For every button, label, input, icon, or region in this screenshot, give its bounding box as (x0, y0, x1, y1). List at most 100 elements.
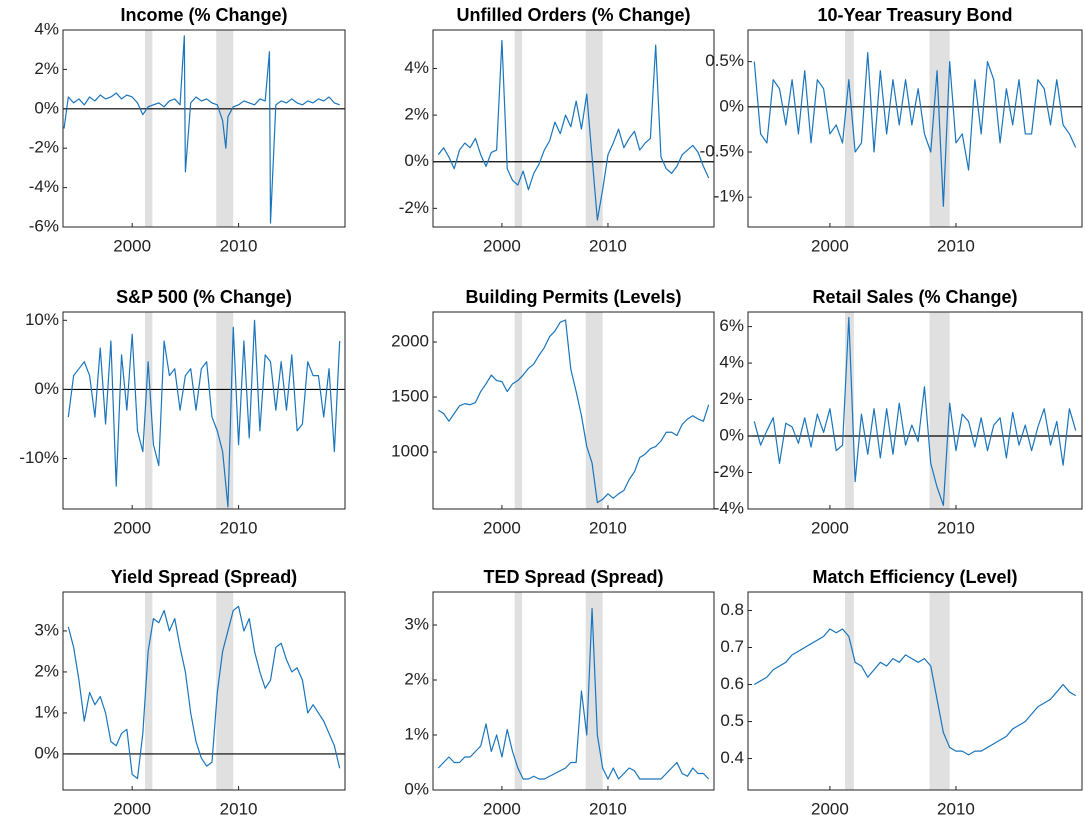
recession-band (585, 312, 603, 509)
recession-band (514, 312, 523, 509)
chart-title: 10-Year Treasury Bond (817, 5, 1012, 25)
x-tick-label: 2010 (589, 236, 627, 255)
series-line (437, 319, 710, 504)
panel: -4% -2% 0% 2% 4% 6% 2000 2010 Retail Sales (% Ch… (714, 287, 1083, 537)
x-tick-label: 2000 (113, 518, 151, 537)
y-tick-label: 0.5 (720, 711, 744, 730)
x-tick-label: 2010 (589, 799, 627, 818)
x-tick-label: 2000 (811, 236, 849, 255)
panel: 0% 1% 2% 3% 2000 2010 Yield Spread (Spread) (34, 567, 346, 818)
y-tick-label: -6% (29, 216, 59, 235)
recession-band (144, 592, 153, 790)
axes-box (62, 29, 346, 228)
axes-box (747, 311, 1083, 510)
x-tick-label: 2000 (113, 799, 151, 818)
y-tick-label: 1% (404, 724, 429, 743)
recession-band (929, 592, 950, 790)
chart-title: Match Efficiency (Level) (812, 567, 1017, 587)
y-tick-label: -2% (29, 138, 59, 157)
y-tick-label: 0.6 (720, 674, 744, 693)
x-tick-label: 2000 (811, 518, 849, 537)
y-tick-label: 4% (34, 19, 59, 38)
plot-area (63, 312, 345, 509)
plot-area (748, 312, 1082, 509)
y-tick-label: 0.7 (720, 637, 744, 656)
y-tick-label: 2% (404, 669, 429, 688)
y-tick-label: 0% (34, 379, 59, 398)
x-tick-label: 2000 (483, 799, 521, 818)
recession-band (514, 592, 523, 790)
axes-box (747, 591, 1083, 791)
y-tick-label: 2% (34, 59, 59, 78)
axes-box (62, 311, 346, 510)
series-line (67, 605, 341, 780)
y-tick-label: 2% (34, 661, 59, 680)
series-line (63, 35, 340, 224)
y-tick-label: -2% (714, 462, 744, 481)
y-tick-label: 2% (719, 389, 744, 408)
plot-area (433, 312, 714, 509)
recession-band (144, 312, 153, 509)
y-tick-label: -1% (714, 187, 744, 206)
y-tick-label: 0% (719, 426, 744, 445)
recession-band (514, 30, 523, 227)
plot-content (748, 30, 1082, 227)
chart-title: S&P 500 (% Change) (116, 287, 292, 307)
x-tick-label: 2000 (483, 518, 521, 537)
y-tick-label: 4% (404, 58, 429, 77)
y-tick-label: 4% (719, 353, 744, 372)
plot-area (433, 30, 714, 227)
y-tick-label: 0.8 (720, 600, 744, 619)
y-tick-label: -10% (19, 448, 59, 467)
y-tick-label: 0% (719, 96, 744, 115)
plot-content (63, 312, 345, 509)
x-tick-label: 2000 (811, 799, 849, 818)
recession-band (845, 30, 854, 227)
plot-content (437, 592, 710, 790)
plot-area (63, 30, 345, 227)
y-tick-label: 1000 (391, 442, 429, 461)
series-line (67, 319, 341, 508)
series-line (753, 628, 1077, 756)
plot-area (63, 592, 345, 790)
x-tick-label: 2010 (220, 799, 258, 818)
series-line (753, 316, 1077, 506)
panel: 1000 1500 2000 2000 2010 Building Permits (Le… (391, 287, 715, 537)
chart-title: Unfilled Orders (% Change) (456, 5, 690, 25)
y-tick-label: 0% (34, 743, 59, 762)
axes-box (432, 29, 715, 228)
chart-title: Yield Spread (Spread) (111, 567, 297, 587)
x-tick-label: 2010 (937, 236, 975, 255)
x-tick-label: 2010 (220, 236, 258, 255)
panel: 0.4 0.5 0.6 0.7 0.8 2000 2010 Match Efficiency … (720, 567, 1083, 818)
plot-area (748, 30, 1082, 227)
chart-title: Building Permits (Levels) (465, 287, 681, 307)
panel: -1% -0.5% 0% 0.5% 2000 2010 10-Year Treasury B… (700, 5, 1083, 255)
x-tick-label: 2000 (113, 236, 151, 255)
plot-content (63, 592, 345, 790)
series-line (437, 39, 710, 221)
y-tick-label: -0.5% (700, 141, 744, 160)
y-tick-label: -4% (714, 498, 744, 517)
y-tick-label: 0% (404, 779, 429, 798)
plot-content (63, 30, 345, 227)
y-tick-label: 3% (34, 620, 59, 639)
chart-title: Retail Sales (% Change) (812, 287, 1017, 307)
plot-content (433, 30, 714, 227)
recession-band (845, 592, 854, 790)
recession-band (845, 312, 854, 509)
y-tick-label: 0.5% (705, 51, 744, 70)
recession-band (929, 312, 950, 509)
y-tick-label: -2% (399, 198, 429, 217)
axes-box (432, 311, 715, 510)
y-tick-label: 1% (34, 702, 59, 721)
series-line (437, 607, 710, 780)
panel: 0% 1% 2% 3% 2000 2010 TED Spread (Spread) (404, 567, 715, 818)
x-tick-label: 2010 (589, 518, 627, 537)
y-tick-label: 0.4 (720, 748, 744, 767)
axes-box (747, 29, 1083, 228)
panel: -10% 0% 10% 2000 2010 S&P 500 (% Change) (19, 287, 346, 537)
series-line (753, 51, 1077, 207)
